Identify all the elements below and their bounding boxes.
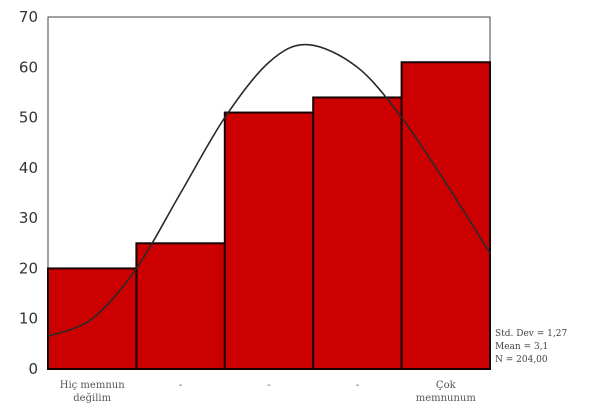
bar	[223, 111, 315, 371]
y-tick-label: 50	[19, 109, 38, 127]
stat-line: Std. Dev = 1,27	[495, 329, 567, 339]
x-tick-label: Hiç memnun	[60, 380, 125, 391]
y-tick-label: 70	[19, 8, 38, 26]
bar	[135, 242, 226, 371]
bar	[312, 96, 403, 370]
y-tick-label: 30	[19, 209, 38, 227]
x-tick-label: -	[179, 380, 182, 391]
bars	[47, 61, 492, 371]
stat-line: N = 204,00	[495, 355, 548, 365]
y-tick-label: 20	[19, 259, 38, 277]
stat-line: Mean = 3,1	[495, 342, 548, 352]
stats-box: Std. Dev = 1,27 Mean = 3,1 N = 204,00	[495, 329, 567, 365]
x-tick-label: Çok	[436, 380, 457, 391]
y-tick-label: 10	[19, 310, 38, 328]
normal-curve	[47, 43, 491, 338]
bar	[400, 61, 492, 370]
y-axis: 0 10 20 30 40 50 60 70	[19, 8, 38, 378]
x-tick-label: -	[267, 380, 270, 391]
y-tick-label: 60	[19, 58, 38, 76]
x-tick-label: -	[356, 380, 359, 391]
y-tick-label: 0	[28, 360, 38, 378]
x-axis-labels: Hiç memnun değilim - - - Çok memnunum	[60, 380, 477, 404]
y-tick-label: 40	[19, 159, 38, 177]
x-tick-label: memnunum	[416, 393, 477, 404]
x-tick-label: değilim	[73, 393, 111, 404]
